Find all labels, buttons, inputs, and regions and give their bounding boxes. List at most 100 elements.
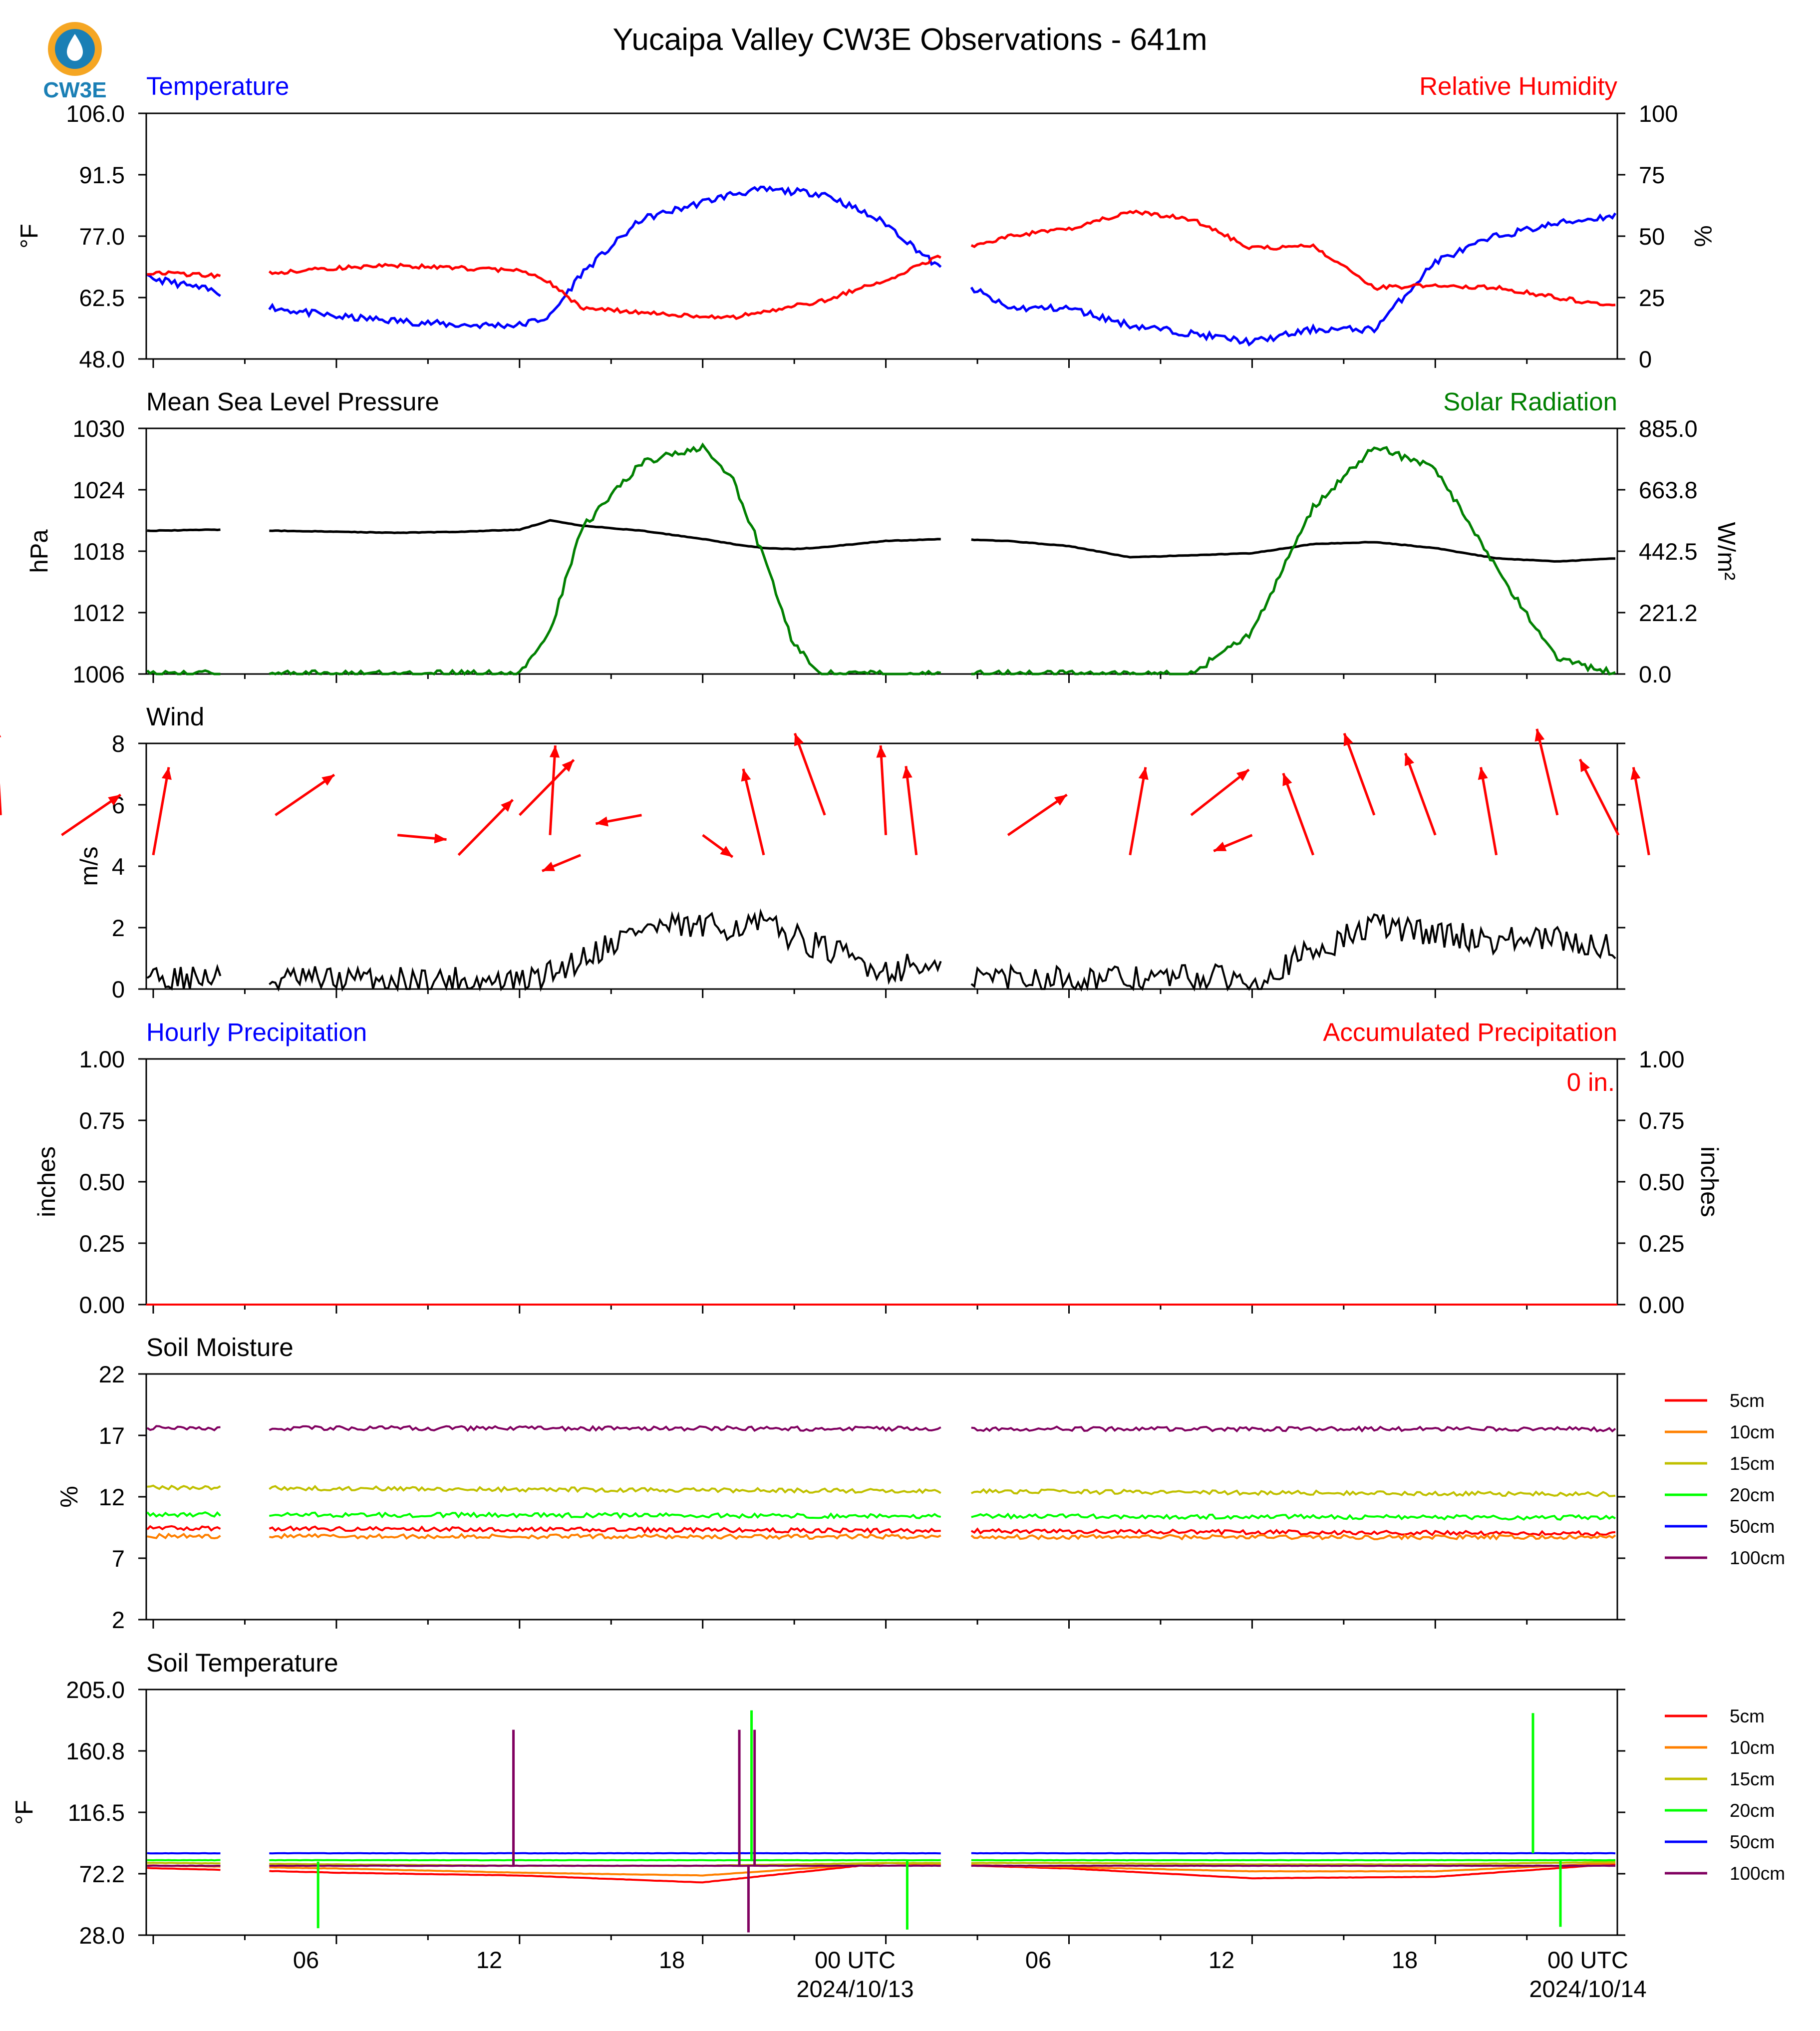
panel-frame [145, 427, 1618, 675]
x-tick-label: 06 [293, 1947, 319, 1973]
wind-arrow-head [1580, 759, 1590, 772]
y-tick-label-right: 0.75 [1639, 1107, 1684, 1134]
legend-label: 15cm [1730, 1769, 1775, 1789]
solar-y-axis: 885.0 663.8 442.5 221.2 0.0 [1639, 415, 1698, 687]
wind-axis-label: m/s [76, 847, 103, 886]
legend-label: 10cm [1730, 1422, 1775, 1442]
wind-arrow [905, 766, 918, 855]
y-tick-label: 0 [112, 976, 125, 1003]
wind-arrow-head [876, 745, 887, 758]
y-tick-label-right: 0.50 [1639, 1169, 1684, 1195]
legend-label: 20cm [1730, 1485, 1775, 1505]
soil-moisture-axis-label: % [56, 1486, 83, 1508]
wind-arrow-head [1405, 753, 1415, 766]
soil-moisture-legend: 5cm 10cm 15cm 20cm 50cm 100cm [1665, 1390, 1785, 1568]
y-tick-label: 28.0 [79, 1922, 125, 1949]
wind-y-axis: 8 6 4 2 0 [112, 730, 125, 1003]
temperature-y-axis: 106.0 91.5 77.0 62.5 48.0 [66, 100, 125, 372]
wind-arrow-head [596, 816, 608, 827]
y-tick-label: 0.25 [79, 1230, 125, 1257]
wind-arrow [1190, 768, 1250, 816]
y-tick-label: 62.5 [79, 285, 125, 311]
wind-arrow-head [542, 862, 555, 871]
rh-title: Relative Humidity [1419, 72, 1617, 100]
y-tick-label: 205.0 [66, 1677, 125, 1703]
soil-temp-y-axis: 205.0 160.8 116.5 72.2 28.0 [66, 1677, 125, 1949]
wind-arrow-head [794, 733, 804, 746]
y-tick-label-right: 50 [1639, 223, 1665, 250]
wind-arrow-head [1236, 769, 1249, 781]
x-date-label: 2024/10/14 [1529, 1976, 1646, 2002]
y-tick-label-right: 885.0 [1639, 415, 1698, 442]
y-tick-label: 22 [99, 1361, 125, 1387]
soil-moisture-line-15cm [147, 1484, 1616, 1497]
y-tick-label: 1012 [72, 600, 125, 626]
x-tick-label: 12 [476, 1947, 502, 1973]
wind-arrow-head [321, 774, 334, 786]
wind-arrow [1343, 732, 1376, 816]
logo-drop-icon [67, 34, 83, 61]
legend-label: 5cm [1730, 1706, 1765, 1726]
wind-arrow [457, 799, 514, 856]
accum-precip-axis-label: inches [1696, 1146, 1723, 1217]
x-tick-label: 00 UTC [1547, 1947, 1628, 1973]
x-tick-label: 00 UTC [815, 1947, 896, 1973]
soil-temp-legend: 5cm 10cm 15cm 20cm 50cm 100cm [1665, 1706, 1785, 1884]
panel-frame [145, 1689, 1618, 1936]
soil-moisture-y-axis: 22 17 12 7 2 [99, 1361, 125, 1633]
panel-pressure-solar: Mean Sea Level Pressure Solar Radiation … [26, 387, 1740, 687]
solar-line [146, 442, 1616, 676]
y-tick-label-right: 1.00 [1639, 1046, 1684, 1072]
wind-speed-line [146, 908, 1616, 993]
wind-arrow-head [1282, 773, 1292, 786]
wind-arrow-head [1630, 767, 1641, 780]
y-tick-label: 1024 [72, 477, 125, 503]
soil-temp-line-5cm [147, 1862, 1616, 1884]
wind-arrow [519, 759, 575, 816]
y-tick-label: 106.0 [66, 100, 125, 127]
soil-temp-line-20cm [147, 1859, 1616, 1862]
wind-arrow-head [434, 833, 447, 844]
y-tick-label: 48.0 [79, 346, 125, 372]
wind-arrow [793, 732, 826, 816]
y-tick-label-right: 221.2 [1639, 600, 1698, 626]
wind-arrow-head [1138, 767, 1149, 780]
wind-arrow-head [1534, 728, 1545, 742]
y-tick-label-right: 25 [1639, 285, 1665, 311]
x-tick-label: 06 [1025, 1947, 1051, 1973]
hourly-precip-title: Hourly Precipitation [146, 1018, 367, 1046]
accum-precip-title: Accumulated Precipitation [1323, 1018, 1617, 1046]
hourly-precip-axis-label: inches [33, 1146, 60, 1217]
solar-axis-label: W/m² [1713, 522, 1740, 581]
x-axis: 06 12 18 00 UTC 06 12 18 00 UTC 2024/10/… [293, 1947, 1647, 2002]
wind-arrow-head [1343, 733, 1353, 746]
precip-y-axis: 1.00 0.75 0.50 0.25 0.00 [79, 1046, 125, 1318]
x-tick-label: 12 [1209, 1947, 1234, 1973]
soil-temp-line-50cm [147, 1852, 1616, 1855]
wind-arrow-head [741, 768, 751, 782]
y-tick-label: 77.0 [79, 223, 125, 250]
y-tick-label-right: 442.5 [1639, 538, 1698, 565]
y-tick-label: 91.5 [79, 162, 125, 188]
soil-moisture-line-5cm [146, 1525, 1616, 1537]
wind-arrow [1404, 752, 1437, 836]
wind-arrow [152, 767, 170, 856]
wind-arrow [549, 745, 557, 835]
wind-arrow [1282, 772, 1315, 856]
panel-frame [145, 112, 1618, 360]
y-tick-label: 1006 [72, 661, 125, 687]
y-tick-label: 1.00 [79, 1046, 125, 1072]
soil-moisture-line-10cm [147, 1532, 1616, 1541]
wind-arrow-head [1213, 842, 1227, 851]
x-tick-label: 18 [659, 1947, 685, 1973]
y-tick-label-right: 75 [1639, 162, 1665, 188]
panel-precip: Hourly Precipitation Accumulated Precipi… [33, 1018, 1723, 1318]
temperature-line [146, 185, 1617, 347]
y-tick-label-right: 663.8 [1639, 477, 1698, 503]
accum-y-axis: 1.00 0.75 0.50 0.25 0.00 [1639, 1046, 1684, 1318]
x-date-label: 2024/10/13 [796, 1976, 913, 2002]
soil-moisture-line-100cm [146, 1425, 1616, 1433]
figure-title: Yucaipa Valley CW3E Observations - 641m [612, 22, 1207, 57]
accum-total-label: 0 in. [1567, 1068, 1615, 1096]
soil-temp-title: Soil Temperature [146, 1649, 338, 1677]
